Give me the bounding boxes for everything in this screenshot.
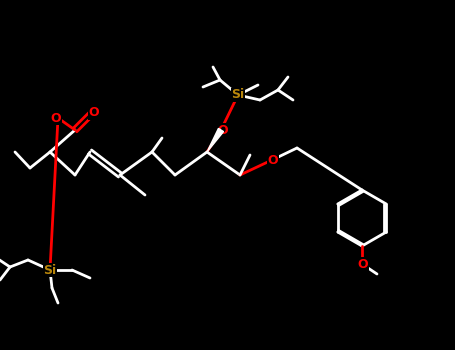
Text: O: O [268,154,278,167]
Text: Si: Si [232,89,245,101]
Text: O: O [358,258,368,271]
Polygon shape [207,128,223,152]
Text: O: O [89,106,99,119]
Text: O: O [51,112,61,125]
Text: O: O [217,124,228,136]
Text: Si: Si [43,264,56,276]
